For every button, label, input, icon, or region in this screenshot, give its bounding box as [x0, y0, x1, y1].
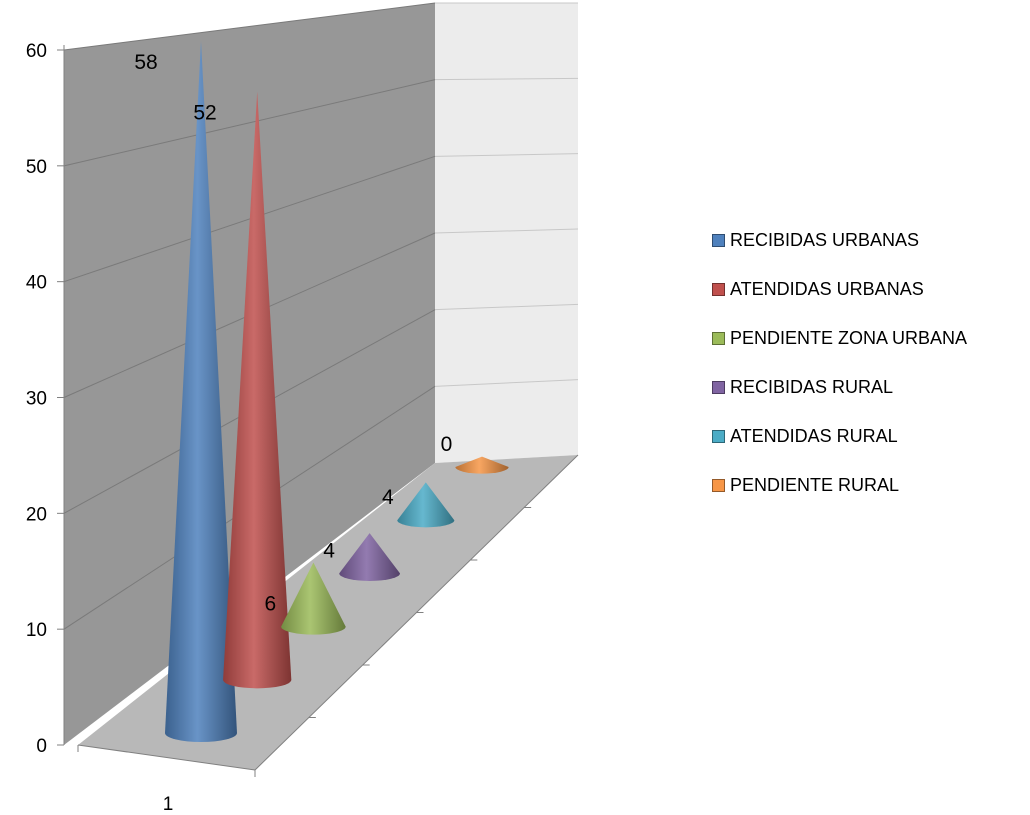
data-label: 6: [265, 593, 277, 616]
legend-swatch: [712, 478, 725, 492]
cone-atendidas-urbanas: [223, 91, 292, 689]
gridline: [434, 303, 579, 311]
cone-recibidas-rural: [339, 533, 400, 581]
axes: [57, 45, 579, 777]
y-tick-label: 0: [36, 736, 47, 757]
cones: [165, 41, 509, 743]
legend-label: ATENDIDAS RURAL: [730, 425, 898, 446]
legend-item: ATENDIDAS URBANAS: [712, 277, 967, 301]
gridline: [434, 228, 579, 234]
y-tick-label: 20: [26, 504, 47, 525]
legend-item: RECIBIDAS URBANAS: [712, 228, 967, 252]
cone-recibidas-urbanas: [165, 41, 237, 743]
y-tick-label: 10: [26, 620, 47, 641]
legend-item: ATENDIDAS RURAL: [712, 424, 967, 448]
gridline: [63, 155, 436, 283]
legend-swatch: [712, 331, 725, 345]
y-tick-label: 30: [26, 389, 47, 410]
data-label: 4: [323, 539, 335, 562]
gridline: [63, 2, 436, 51]
y-tick-label: 50: [26, 157, 47, 178]
y-tick-label: 40: [26, 273, 47, 294]
gridline: [434, 379, 579, 387]
legend-label: RECIBIDAS RURAL: [730, 376, 894, 397]
legend-label: ATENDIDAS URBANAS: [730, 278, 924, 299]
y-axis-tick-labels: 0 10 20 30 40 50 60: [26, 41, 47, 757]
gridline: [434, 153, 579, 157]
back-wall-right: [435, 3, 578, 463]
legend-item: PENDIENTE RURAL: [712, 473, 967, 497]
legend-label: RECIBIDAS URBANAS: [730, 229, 920, 250]
cone-atendidas-rural: [397, 482, 455, 528]
legend-item: RECIBIDAS RURAL: [712, 375, 967, 399]
cone-pendiente-rural: [455, 456, 509, 474]
legend-item: PENDIENTE ZONA URBANA: [712, 326, 967, 350]
legend-swatch: [712, 233, 725, 247]
data-label: 0: [441, 433, 453, 456]
legend-swatch: [712, 282, 725, 296]
x-axis-tick-label: 1: [163, 794, 174, 815]
x-axis-line: [77, 744, 256, 771]
data-label: 52: [193, 102, 216, 125]
legend-label: PENDIENTE ZONA URBANA: [730, 327, 968, 348]
legend-label: PENDIENTE RURAL: [730, 474, 900, 495]
y-tick-label: 60: [26, 41, 47, 62]
gridline: [63, 79, 436, 167]
legend-swatch: [712, 380, 725, 394]
data-labels: 58 52 6 4 4 0: [134, 51, 452, 616]
data-label: 4: [382, 486, 394, 509]
legend-swatch: [712, 429, 725, 443]
cone-pendiente-zona-urbana: [281, 562, 346, 635]
data-label: 58: [134, 51, 157, 74]
gridline: [434, 77, 579, 81]
legend: RECIBIDAS URBANAS ATENDIDAS URBANAS PENDIE…: [712, 228, 967, 522]
